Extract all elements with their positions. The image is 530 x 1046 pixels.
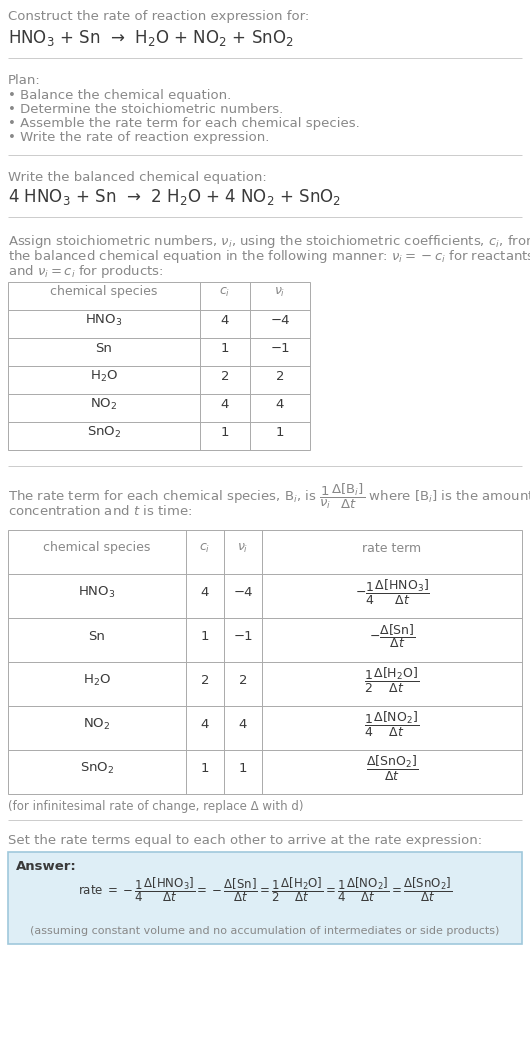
Text: 1: 1 [276, 426, 284, 438]
Text: $c_i$: $c_i$ [219, 286, 231, 298]
Text: $\dfrac{1}{2}\dfrac{\Delta[\mathrm{H_2O}]}{\Delta t}$: $\dfrac{1}{2}\dfrac{\Delta[\mathrm{H_2O}… [365, 665, 420, 695]
Text: 1: 1 [201, 630, 209, 642]
Text: chemical species: chemical species [50, 286, 158, 298]
Text: Set the rate terms equal to each other to arrive at the rate expression:: Set the rate terms equal to each other t… [8, 834, 482, 847]
Text: • Write the rate of reaction expression.: • Write the rate of reaction expression. [8, 131, 269, 144]
Text: rate $= -\dfrac{1}{4}\dfrac{\Delta[\mathrm{HNO_3}]}{\Delta t} = -\dfrac{\Delta[\: rate $= -\dfrac{1}{4}\dfrac{\Delta[\math… [78, 876, 452, 905]
Text: $-\dfrac{1}{4}\dfrac{\Delta[\mathrm{HNO_3}]}{\Delta t}$: $-\dfrac{1}{4}\dfrac{\Delta[\mathrm{HNO_… [355, 577, 429, 607]
Text: 4 HNO$_3$ + Sn  →  2 H$_2$O + 4 NO$_2$ + SnO$_2$: 4 HNO$_3$ + Sn → 2 H$_2$O + 4 NO$_2$ + S… [8, 187, 341, 207]
Text: $c_i$: $c_i$ [199, 542, 210, 554]
Text: Write the balanced chemical equation:: Write the balanced chemical equation: [8, 170, 267, 184]
Text: 2: 2 [238, 674, 248, 686]
Text: The rate term for each chemical species, B$_i$, is $\dfrac{1}{\nu_i}\dfrac{\Delt: The rate term for each chemical species,… [8, 482, 530, 511]
Text: Sn: Sn [95, 341, 112, 355]
Text: the balanced chemical equation in the following manner: $\nu_i = -c_i$ for react: the balanced chemical equation in the fo… [8, 248, 530, 265]
Text: HNO$_3$: HNO$_3$ [78, 585, 116, 599]
Text: 4: 4 [239, 718, 247, 730]
Text: (for infinitesimal rate of change, replace Δ with d): (for infinitesimal rate of change, repla… [8, 800, 304, 813]
Text: Answer:: Answer: [16, 860, 77, 873]
Text: −4: −4 [233, 586, 253, 598]
Bar [8, 852, 522, 943]
Text: • Balance the chemical equation.: • Balance the chemical equation. [8, 89, 231, 103]
Text: 2: 2 [221, 369, 229, 383]
Text: $\dfrac{\Delta[\mathrm{SnO_2}]}{\Delta t}$: $\dfrac{\Delta[\mathrm{SnO_2}]}{\Delta t… [366, 753, 418, 782]
Text: Construct the rate of reaction expression for:: Construct the rate of reaction expressio… [8, 10, 309, 23]
Text: 1: 1 [201, 761, 209, 774]
Text: • Assemble the rate term for each chemical species.: • Assemble the rate term for each chemic… [8, 117, 360, 130]
Text: $\nu_i$: $\nu_i$ [275, 286, 286, 298]
Text: 4: 4 [221, 314, 229, 326]
Text: Plan:: Plan: [8, 74, 41, 87]
Text: $\nu_i$: $\nu_i$ [237, 542, 249, 554]
Text: SnO$_2$: SnO$_2$ [80, 760, 114, 775]
Text: (assuming constant volume and no accumulation of intermediates or side products): (assuming constant volume and no accumul… [30, 926, 500, 936]
Text: $-\dfrac{\Delta[\mathrm{Sn}]}{\Delta t}$: $-\dfrac{\Delta[\mathrm{Sn}]}{\Delta t}$ [369, 622, 416, 650]
Text: 1: 1 [221, 426, 229, 438]
Text: Sn: Sn [89, 630, 105, 642]
Text: 1: 1 [221, 341, 229, 355]
Text: and $\nu_i = c_i$ for products:: and $\nu_i = c_i$ for products: [8, 263, 164, 280]
Text: $\dfrac{1}{4}\dfrac{\Delta[\mathrm{NO_2}]}{\Delta t}$: $\dfrac{1}{4}\dfrac{\Delta[\mathrm{NO_2}… [365, 709, 420, 738]
Text: • Determine the stoichiometric numbers.: • Determine the stoichiometric numbers. [8, 103, 283, 116]
Text: −4: −4 [270, 314, 290, 326]
Text: Assign stoichiometric numbers, $\nu_i$, using the stoichiometric coefficients, $: Assign stoichiometric numbers, $\nu_i$, … [8, 233, 530, 250]
Text: rate term: rate term [363, 542, 421, 554]
Text: NO$_2$: NO$_2$ [90, 396, 118, 411]
Text: −1: −1 [270, 341, 290, 355]
Text: 4: 4 [276, 397, 284, 410]
Text: HNO$_3$ + Sn  →  H$_2$O + NO$_2$ + SnO$_2$: HNO$_3$ + Sn → H$_2$O + NO$_2$ + SnO$_2$ [8, 28, 294, 48]
Text: SnO$_2$: SnO$_2$ [87, 425, 121, 439]
Text: 4: 4 [221, 397, 229, 410]
Text: H$_2$O: H$_2$O [83, 673, 111, 687]
Text: 2: 2 [201, 674, 209, 686]
Text: 4: 4 [201, 586, 209, 598]
Text: NO$_2$: NO$_2$ [83, 717, 111, 731]
Text: HNO$_3$: HNO$_3$ [85, 313, 123, 327]
Text: concentration and $t$ is time:: concentration and $t$ is time: [8, 504, 192, 518]
Bar [8, 530, 522, 794]
Text: chemical species: chemical species [43, 542, 151, 554]
Text: 4: 4 [201, 718, 209, 730]
Text: 2: 2 [276, 369, 284, 383]
Text: H$_2$O: H$_2$O [90, 368, 118, 384]
Bar [8, 282, 310, 450]
Text: −1: −1 [233, 630, 253, 642]
Text: 1: 1 [238, 761, 248, 774]
